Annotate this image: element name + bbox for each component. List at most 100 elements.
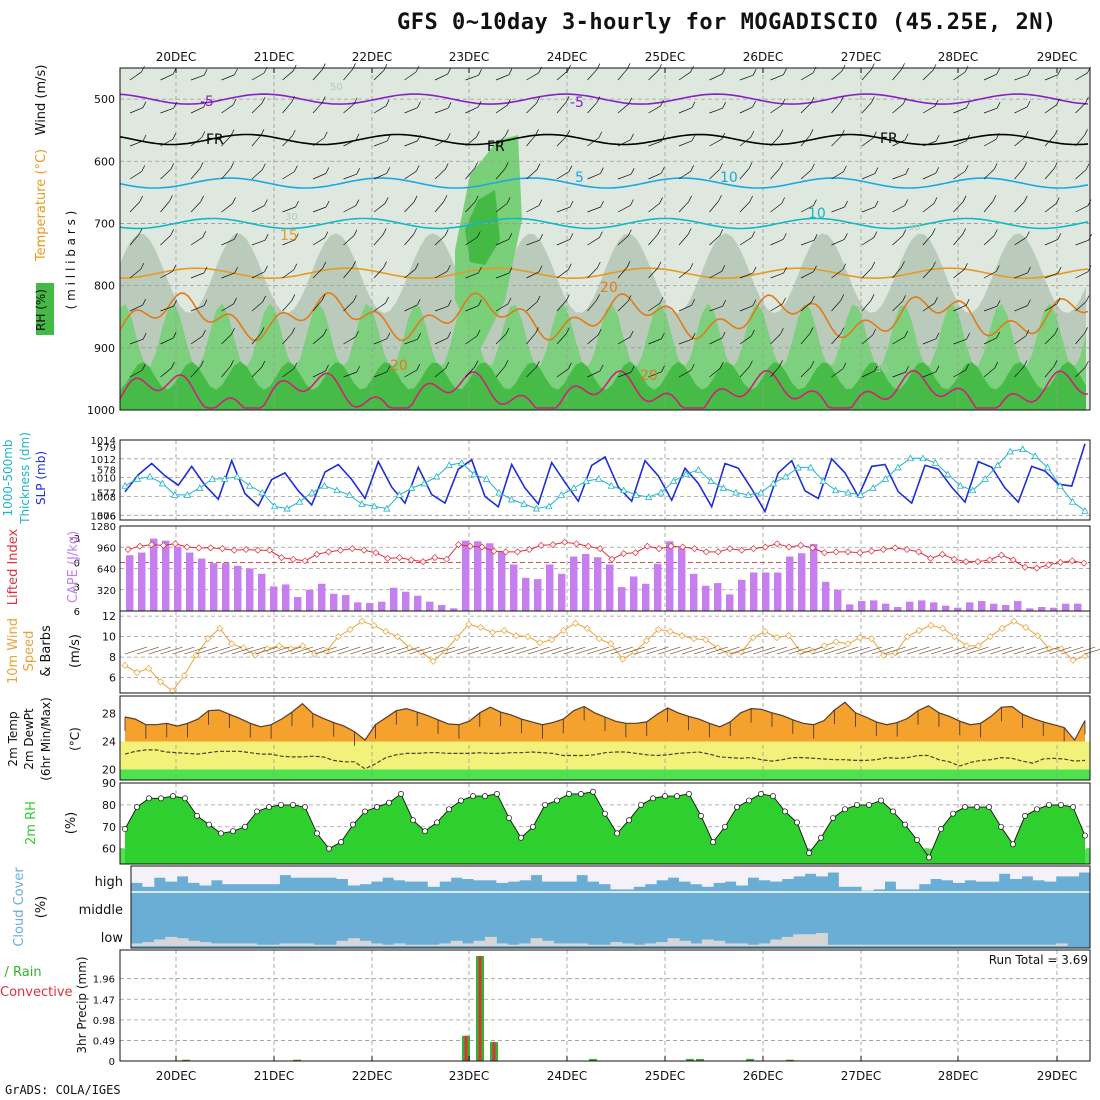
cloud-low-bar — [975, 944, 988, 946]
thickness-point — [470, 470, 478, 478]
wind-barb — [221, 203, 233, 213]
wind-barb-flag — [844, 233, 848, 240]
wind-barb — [221, 366, 231, 378]
wind-barb-flag — [752, 100, 756, 108]
rh2m-point — [470, 793, 476, 800]
wind-barb — [129, 369, 143, 378]
wind-barb-flag — [291, 129, 296, 137]
wind-barb-flag — [934, 99, 939, 107]
li-point — [537, 541, 545, 549]
wind-barb — [465, 272, 479, 279]
wind-barb — [770, 333, 781, 345]
surface-wind-barb — [812, 646, 835, 655]
wind-barb-flag — [170, 229, 175, 236]
cape-bar — [1074, 603, 1082, 611]
wind-barb — [190, 168, 201, 180]
wind-speed-point — [1069, 656, 1077, 664]
wind-barb-flag — [355, 199, 360, 206]
wind-barb — [1044, 366, 1055, 378]
wind-speed-point — [204, 635, 212, 643]
cloud-low-bar — [405, 944, 417, 946]
li-point — [974, 558, 982, 566]
cape-bar — [162, 540, 170, 611]
thickness-point — [258, 488, 266, 496]
wind-barb-flag — [416, 364, 421, 371]
wind-barb — [129, 304, 143, 312]
wind-barb — [160, 138, 173, 147]
li-point — [478, 543, 486, 551]
wind-barb — [556, 333, 567, 345]
cloud-low-bar — [427, 944, 440, 946]
rh2m-point — [518, 834, 524, 841]
wind-barb — [495, 303, 509, 312]
wind-barb-flag — [233, 297, 237, 305]
wind-barb-flag — [295, 233, 299, 240]
wind-barb-flag — [750, 130, 755, 138]
top-date-label: 23DEC — [449, 50, 489, 64]
wind-barb — [312, 69, 323, 81]
wind-barb-flag — [690, 363, 695, 371]
wind-barb-flag — [752, 266, 757, 274]
cloud-low-bar — [245, 943, 258, 946]
wind-barb-flag — [415, 263, 419, 270]
wind-barb — [556, 102, 567, 114]
wind-barb-flag — [931, 228, 936, 235]
wind-barb — [373, 105, 387, 114]
wind-barb-flag — [966, 101, 970, 108]
bottom-date-label: 27DEC — [841, 1069, 881, 1083]
cloud-low-bar — [1032, 944, 1045, 946]
li-point — [596, 545, 604, 553]
surface-wind-barb — [278, 646, 302, 655]
wind-barb — [526, 205, 540, 213]
wind-barb-flag — [691, 101, 696, 108]
cloud-high-bar — [233, 866, 246, 885]
wind-barb-flag — [1055, 197, 1060, 204]
contour-label: 10 — [808, 206, 826, 222]
wind-speed-point — [998, 624, 1006, 632]
p3-ytick-left: 0 — [74, 558, 80, 569]
wind-barb — [129, 234, 140, 246]
cape-bar — [1014, 601, 1022, 611]
cloud-low-bar — [941, 944, 954, 946]
wind-barb — [983, 337, 997, 345]
rh2m-point — [278, 801, 284, 808]
wind-barb — [800, 205, 814, 213]
wind-barb-flag — [1054, 129, 1058, 136]
wind-barb-flag — [751, 329, 755, 337]
wind-barb — [617, 267, 628, 279]
wind-barb-flag — [566, 327, 570, 334]
contour-label: 50 — [330, 82, 343, 93]
cloud-low-bar — [667, 938, 680, 946]
p6-rh-title: 2m RH — [24, 801, 39, 845]
wind-barb — [160, 73, 174, 81]
wind-barb — [617, 371, 632, 378]
wind-barb — [282, 269, 295, 279]
surface-wind-barb — [124, 646, 148, 655]
wind-speed-point — [761, 628, 769, 635]
wind-barb-flag — [386, 167, 391, 174]
wind-speed-point — [157, 678, 165, 686]
wind-speed-point — [465, 620, 473, 628]
surface-wind-barb — [1084, 648, 1100, 655]
thickness-point — [844, 488, 852, 496]
thickness-point — [707, 477, 715, 485]
wind-barb — [953, 369, 966, 378]
cloud-low-bar — [484, 936, 497, 946]
wind-barb — [495, 203, 508, 213]
cloud-low-bar — [450, 940, 463, 946]
li-point — [148, 541, 156, 549]
wind-barb — [1044, 239, 1058, 246]
rh2m-point — [530, 823, 536, 830]
wind-barb — [739, 237, 752, 246]
cloud-low-bar — [816, 933, 828, 946]
wind-barb — [983, 271, 997, 279]
wind-barb-flag — [291, 96, 295, 103]
wind-barb-flag — [840, 96, 844, 103]
wind-barb-flag — [356, 365, 360, 373]
wind-barb-flag — [752, 69, 757, 76]
cape-bar — [726, 594, 734, 611]
wind-barb-flag — [444, 229, 449, 236]
surface-wind-barb — [397, 646, 420, 655]
wind-barb-flag — [1085, 96, 1089, 104]
cloud-low-bar — [370, 943, 383, 946]
